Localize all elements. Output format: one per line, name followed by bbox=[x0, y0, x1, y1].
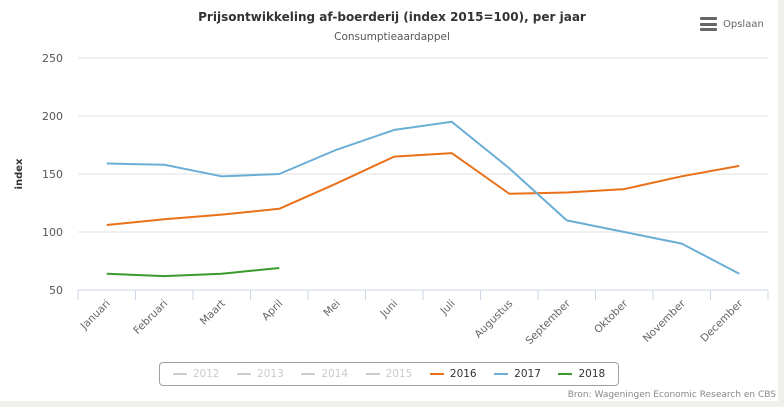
legend-label: 2018 bbox=[578, 368, 606, 380]
x-tick-label: Mei bbox=[321, 298, 343, 320]
data-point-2016[interactable] bbox=[334, 180, 340, 186]
chart-subtitle: Consumptieaardappel bbox=[334, 31, 450, 43]
legend-item-2012[interactable]: 2012 bbox=[172, 368, 220, 380]
data-point-2017[interactable] bbox=[621, 229, 627, 235]
legend-label: 2017 bbox=[514, 368, 541, 380]
y-axis-ticks: 50 100 150 200 250 bbox=[42, 52, 63, 297]
x-tick-label: Juli bbox=[438, 298, 458, 318]
x-tick-label: December bbox=[698, 297, 745, 344]
legend-swatch bbox=[365, 373, 380, 375]
data-point-2016[interactable] bbox=[679, 173, 685, 179]
y-tick-label: 200 bbox=[42, 110, 63, 123]
legend-item-2017[interactable]: 2017 bbox=[494, 368, 541, 380]
data-point-2017[interactable] bbox=[104, 161, 110, 167]
data-point-2018[interactable] bbox=[219, 271, 225, 277]
chart-credits: Bron: Wageningen Economic Research en CB… bbox=[567, 390, 776, 400]
data-point-2016[interactable] bbox=[276, 206, 282, 212]
x-tick-label: September bbox=[523, 297, 573, 347]
legend-label: 2013 bbox=[257, 368, 284, 380]
y-axis-label: index bbox=[14, 158, 25, 189]
legend-label: 2016 bbox=[449, 368, 477, 380]
x-tick-label: Februari bbox=[131, 298, 170, 337]
line-chart: 50 100 150 200 250 Januari Februari Maart April… bbox=[14, 52, 769, 347]
series-line-2016[interactable] bbox=[106, 152, 740, 227]
y-tick-label: 150 bbox=[42, 168, 63, 181]
data-point-2017[interactable] bbox=[219, 173, 225, 179]
data-point-2016[interactable] bbox=[449, 150, 455, 156]
data-point-2016[interactable] bbox=[104, 222, 110, 228]
data-point-2018[interactable] bbox=[276, 265, 282, 271]
legend-swatch bbox=[558, 373, 573, 375]
series-lines bbox=[104, 119, 742, 279]
data-point-2018[interactable] bbox=[104, 271, 110, 277]
x-tick-label: Juni bbox=[378, 298, 401, 321]
data-point-2017[interactable] bbox=[334, 147, 340, 153]
x-tick-label: Maart bbox=[198, 298, 228, 328]
legend-item-2018[interactable]: 2018 bbox=[558, 368, 605, 380]
hamburger-menu-icon bbox=[700, 17, 717, 31]
legend-swatch bbox=[494, 373, 509, 375]
x-tick-label: Augustus bbox=[472, 298, 515, 341]
x-tick-label: Januari bbox=[78, 298, 113, 333]
y-tick-label: 250 bbox=[42, 52, 63, 65]
data-point-2016[interactable] bbox=[564, 190, 570, 196]
legend-label: 2014 bbox=[321, 368, 349, 380]
data-point-2017[interactable] bbox=[679, 241, 685, 247]
legend-label: 2015 bbox=[385, 368, 413, 380]
y-tick-label: 100 bbox=[42, 226, 63, 239]
data-point-2017[interactable] bbox=[391, 127, 397, 133]
series-line-2018[interactable] bbox=[106, 266, 280, 278]
legend-swatch bbox=[172, 373, 187, 375]
data-point-2017[interactable] bbox=[564, 217, 570, 223]
y-tick-label: 50 bbox=[49, 284, 63, 297]
legend-item-2013[interactable]: 2013 bbox=[237, 368, 284, 380]
data-point-2016[interactable] bbox=[219, 212, 225, 218]
data-point-2017[interactable] bbox=[506, 165, 512, 171]
legend-item-2016[interactable]: 2016 bbox=[429, 368, 477, 380]
data-point-2017[interactable] bbox=[736, 271, 742, 277]
chart-legend: 2012 2013 2014 2015 2016 2017 2018 bbox=[159, 362, 619, 386]
chart-container bbox=[0, 0, 778, 401]
legend-swatch bbox=[237, 373, 252, 375]
grid-lines bbox=[78, 57, 768, 233]
x-tick-label: Oktober bbox=[592, 297, 631, 336]
legend-item-2015[interactable]: 2015 bbox=[365, 368, 413, 380]
data-point-2016[interactable] bbox=[621, 186, 627, 192]
x-axis: Januari Februari Maart April Mei Juni Juli Augu… bbox=[77, 289, 769, 347]
export-menu-button[interactable]: Opslaan bbox=[700, 17, 764, 31]
chart-title: Prijsontwikkeling af-boerderij (index 20… bbox=[198, 10, 586, 24]
series-line-2017[interactable] bbox=[106, 120, 740, 275]
data-point-2016[interactable] bbox=[391, 154, 397, 160]
data-point-2017[interactable] bbox=[276, 171, 282, 177]
data-point-2018[interactable] bbox=[161, 273, 167, 279]
data-point-2017[interactable] bbox=[161, 162, 167, 168]
export-menu-label: Opslaan bbox=[723, 18, 764, 30]
legend-swatch bbox=[301, 373, 316, 375]
legend-swatch bbox=[429, 373, 444, 375]
legend-label: 2012 bbox=[192, 368, 220, 380]
legend-item-2014[interactable]: 2014 bbox=[301, 368, 348, 380]
x-tick-label: November bbox=[641, 297, 689, 345]
data-point-2016[interactable] bbox=[506, 191, 512, 197]
x-tick-label: April bbox=[260, 298, 285, 323]
data-point-2016[interactable] bbox=[161, 216, 167, 222]
data-point-2017[interactable] bbox=[449, 119, 455, 125]
data-point-2016[interactable] bbox=[736, 163, 742, 169]
